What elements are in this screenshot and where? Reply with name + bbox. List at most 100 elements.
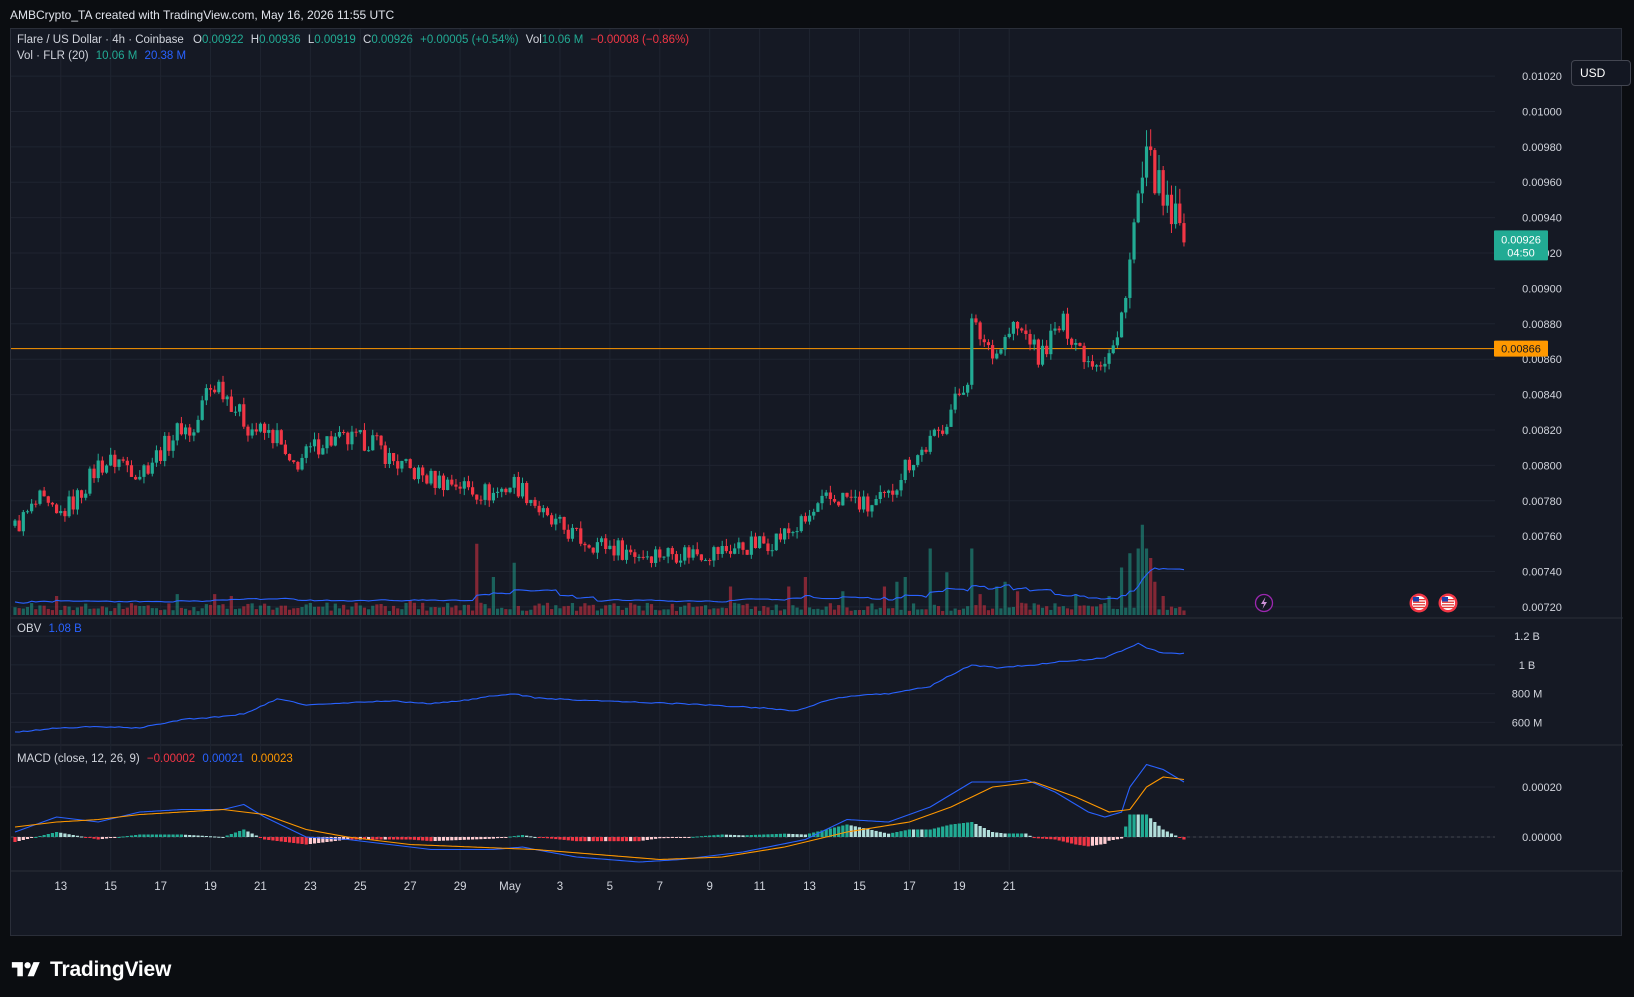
macd-histogram-bar	[408, 837, 412, 840]
macd-histogram-bar	[620, 837, 624, 842]
macd-histogram-bar	[84, 837, 88, 838]
lightning-icon[interactable]	[1254, 593, 1274, 613]
candle-body	[275, 430, 279, 444]
macd-histogram-bar	[824, 829, 828, 837]
candle-body	[154, 450, 159, 463]
candle-body	[566, 529, 570, 539]
macd-histogram-bar	[471, 837, 475, 840]
macd-histogram-bar	[991, 832, 995, 837]
macd-histogram-bar	[246, 831, 250, 837]
macd-histogram-bar	[695, 836, 699, 838]
macd-histogram-bar	[716, 834, 720, 837]
volume-bar	[629, 602, 633, 615]
volume-bar	[508, 609, 512, 615]
volume-bar	[1103, 603, 1107, 615]
candle-body	[475, 494, 479, 500]
macd-histogram-bar	[396, 837, 400, 840]
macd-histogram-bar	[150, 834, 154, 837]
candles	[13, 129, 1186, 568]
volume-bars	[13, 524, 1186, 615]
macd-histogram-bar	[221, 837, 225, 838]
macd-histogram-bar	[100, 837, 104, 839]
candle-body	[483, 484, 487, 500]
candle-body	[708, 560, 712, 562]
macd-label[interactable]: MACD (close, 12, 26, 9)	[17, 753, 140, 765]
macd-histogram-bar	[1157, 825, 1161, 837]
candle-body	[1132, 222, 1136, 260]
macd-histogram-bar	[25, 837, 30, 839]
volume-bar	[175, 594, 179, 615]
us-flag-icon[interactable]	[1438, 593, 1458, 613]
candle-body	[446, 479, 450, 491]
macd-histogram-bar	[778, 833, 783, 837]
macd-histogram-bar	[254, 835, 258, 837]
volume-bar	[1074, 594, 1078, 615]
macd-histogram-bar	[138, 834, 142, 837]
candle-body	[450, 479, 454, 485]
volume-bar	[599, 608, 604, 615]
macd-histogram-bar	[279, 837, 283, 842]
volume-bar	[791, 605, 795, 615]
volume-bar	[437, 607, 441, 615]
currency-button[interactable]: USD	[1571, 60, 1631, 86]
volume-label[interactable]: Vol · FLR (20)	[17, 50, 89, 62]
macd-histogram-bar	[550, 837, 554, 839]
obv-legend: OBV 1.08 B	[17, 623, 82, 635]
macd-histogram-bar	[400, 837, 404, 840]
candle-body	[995, 353, 999, 359]
lightning-icon-bolt	[1261, 597, 1267, 609]
volume-bar	[329, 610, 333, 615]
candle-body	[342, 431, 346, 433]
candle-body	[38, 490, 42, 504]
volume-bar	[321, 606, 325, 615]
candle-body	[579, 528, 583, 544]
candle-body	[745, 549, 749, 555]
candle-body	[562, 516, 566, 530]
candle-body	[683, 547, 687, 561]
candle-body	[1049, 330, 1053, 355]
us-flag-icon[interactable]	[1409, 593, 1429, 613]
volume-bar	[429, 607, 433, 615]
candle-body	[1007, 333, 1011, 338]
candle-body	[703, 560, 708, 562]
volume-bar	[624, 607, 629, 615]
candle-body	[878, 491, 882, 500]
candle-body	[50, 502, 55, 505]
volume-bar	[649, 604, 654, 615]
candle-body	[333, 436, 337, 446]
candle-body	[783, 528, 787, 540]
macd-histogram-bar	[745, 835, 749, 837]
volume-bar	[999, 608, 1003, 615]
tradingview-brand[interactable]: TradingView	[10, 955, 171, 985]
volume-bar	[487, 608, 491, 615]
obv-label[interactable]: OBV	[17, 623, 42, 635]
price-tick-label: 0.00940	[1522, 213, 1562, 225]
chart-frame[interactable]: 0.01020 0.01000 0.00980 0.00960 0.00940 0.009…	[10, 28, 1631, 937]
macd-histogram-bar	[1024, 833, 1028, 837]
macd-histogram-bar	[491, 837, 495, 839]
price-tick-label: 0.00740	[1522, 567, 1562, 579]
volume-bar	[400, 609, 404, 615]
symbol-title[interactable]: Flare / US Dollar · 4h · Coinbase	[17, 34, 184, 46]
candle-body	[803, 516, 807, 522]
candle-body	[991, 345, 995, 359]
event-icons[interactable]	[1254, 593, 1458, 613]
vol-change-value: −0.00008 (−0.86%)	[590, 34, 690, 46]
volume-bar	[1020, 602, 1024, 615]
volume-bar	[1032, 603, 1036, 615]
date-tick-label: 19	[953, 881, 966, 893]
chart-canvas[interactable]: 0.01020 0.01000 0.00980 0.00960 0.00940 0.009…	[11, 29, 1623, 937]
volume-bar	[104, 607, 109, 615]
macd-histogram-bar	[1161, 829, 1165, 837]
volume-bar	[1144, 548, 1149, 615]
volume-bar	[221, 604, 225, 615]
volume-bar	[75, 607, 79, 615]
volume-bar	[512, 562, 516, 615]
macd-histogram-bar	[724, 834, 728, 837]
macd-histogram-bar	[329, 837, 333, 842]
macd-histogram-bar	[483, 837, 487, 839]
macd-histogram-bar	[446, 837, 450, 841]
volume-bar	[637, 605, 641, 615]
volume-bar	[504, 609, 508, 615]
macd-histogram-bar	[312, 837, 317, 844]
